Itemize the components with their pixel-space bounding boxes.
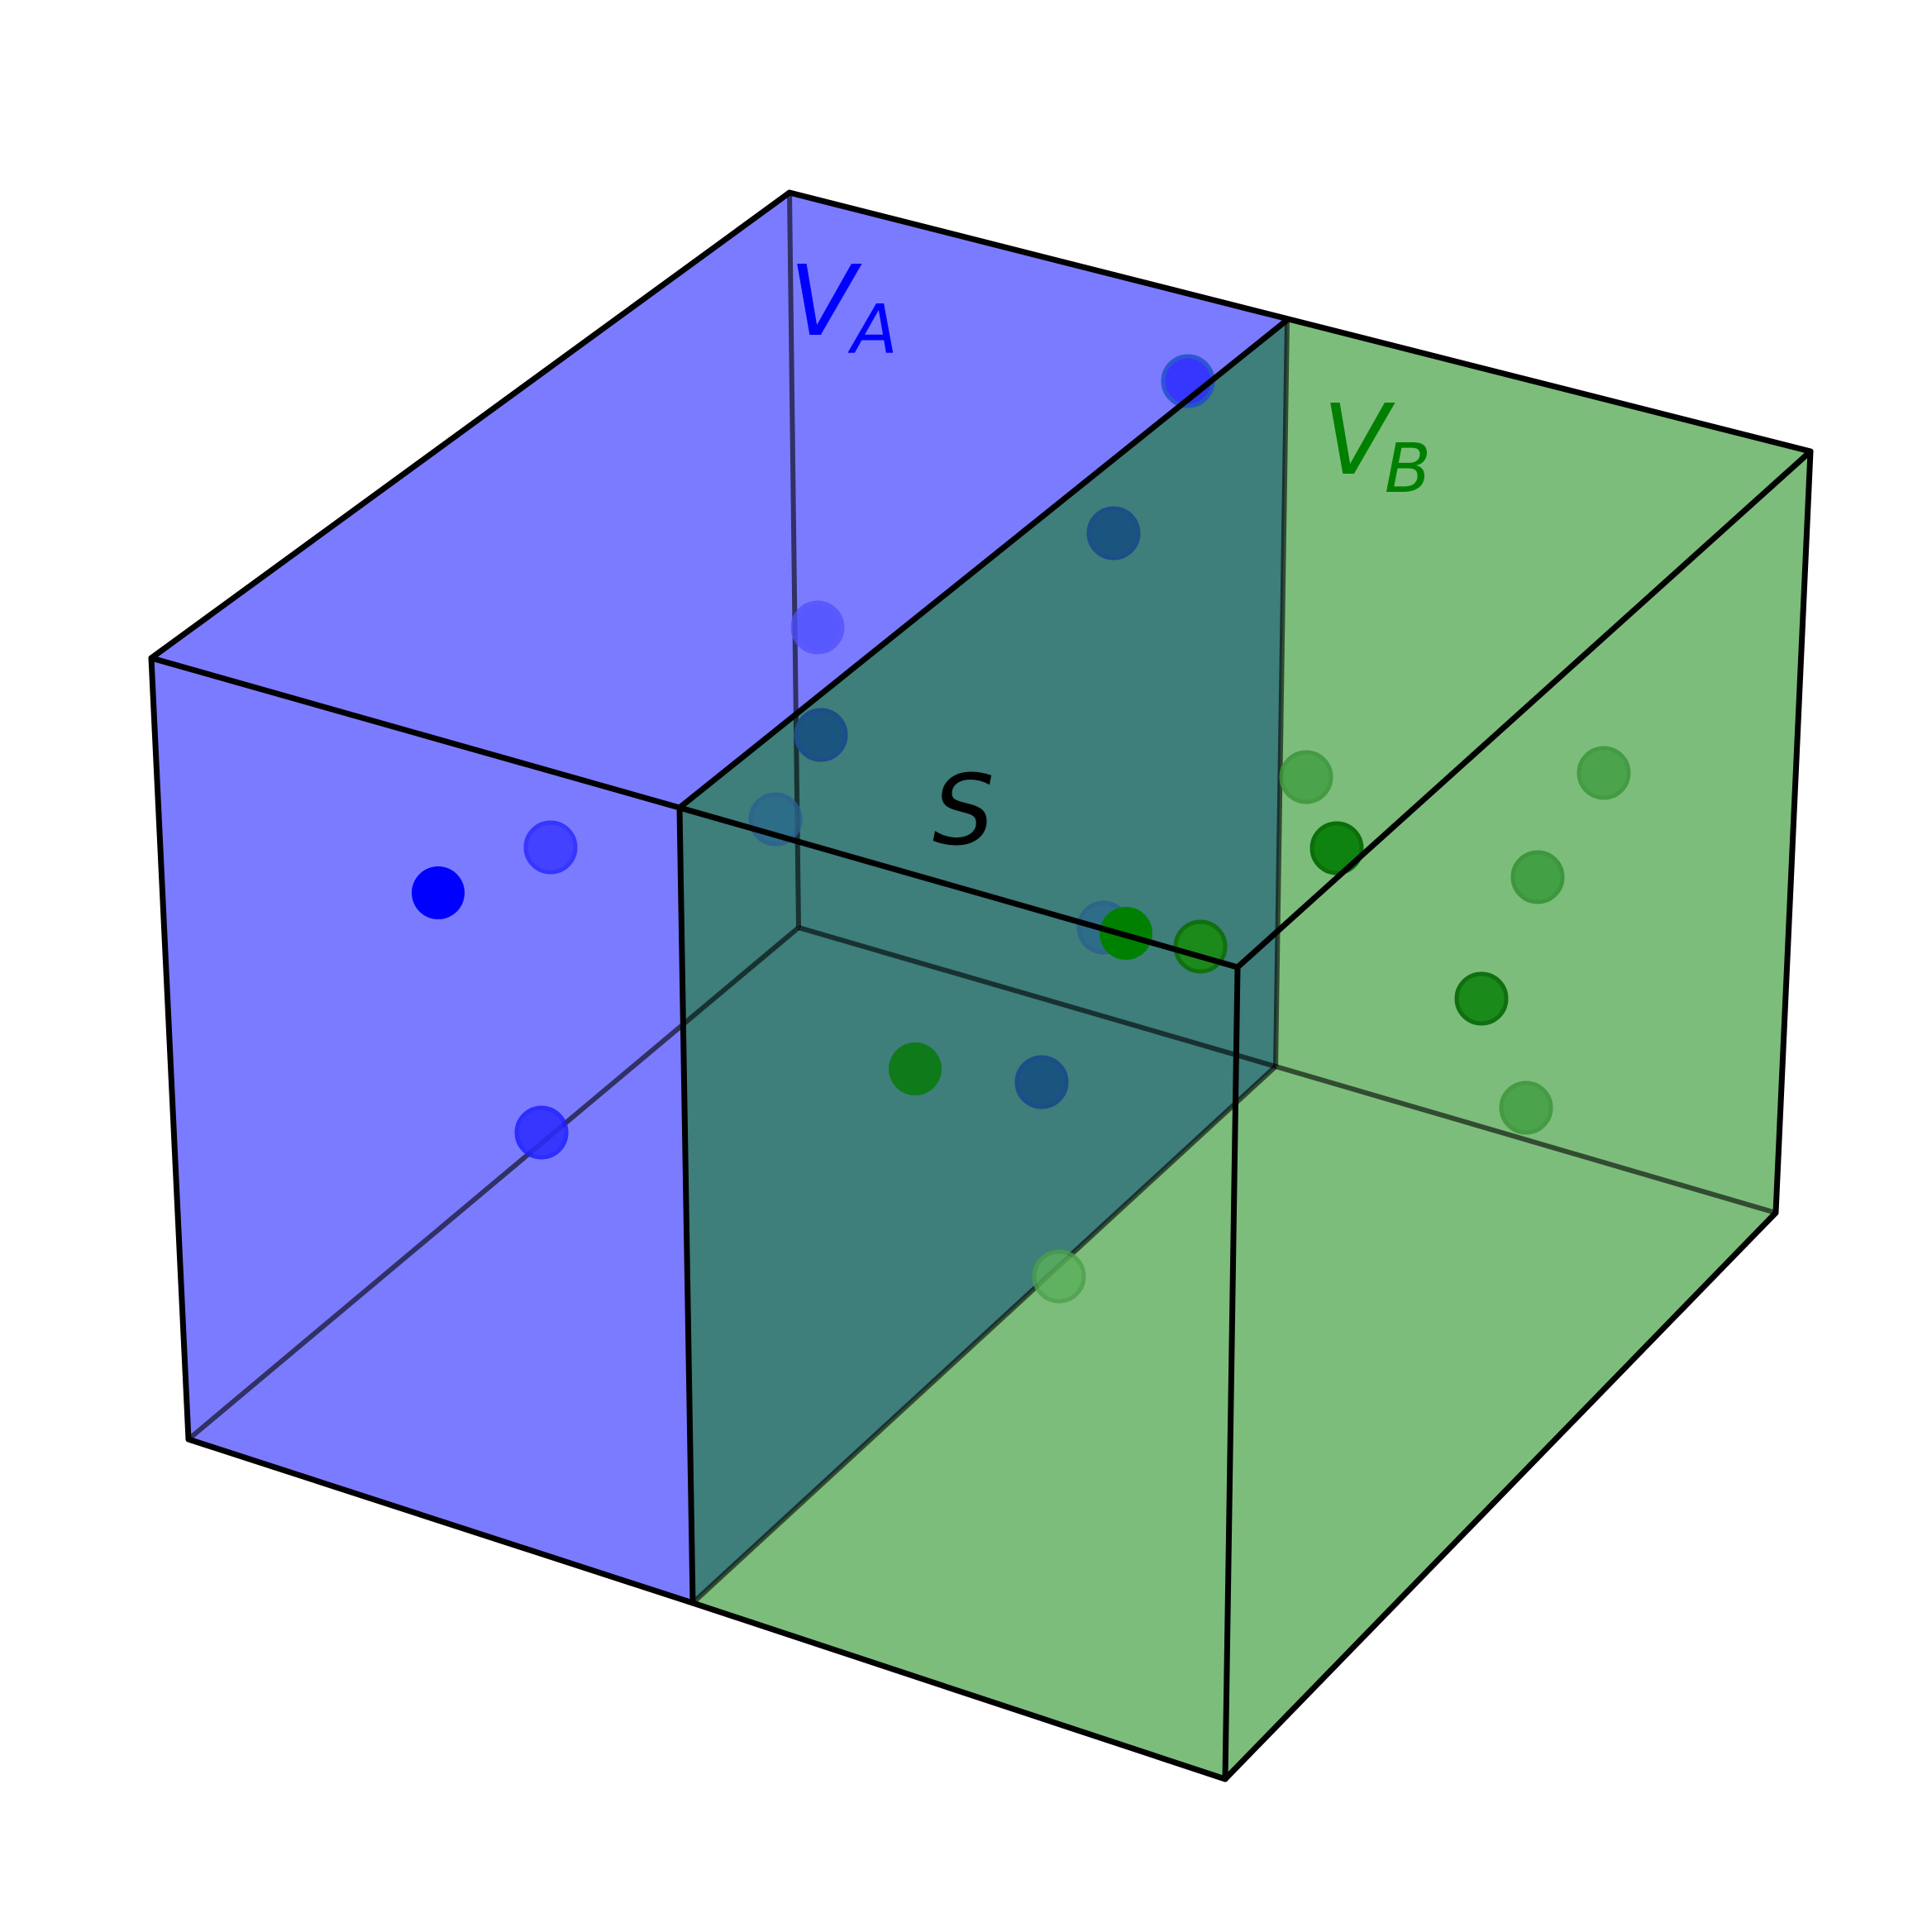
point-b bbox=[1279, 750, 1333, 804]
region-a-volume bbox=[151, 193, 1287, 1603]
region-a-top-face bbox=[151, 193, 1287, 808]
interior-points bbox=[412, 354, 1631, 1304]
point-b bbox=[1577, 746, 1631, 800]
edge-bottom-front bbox=[185, 1436, 1228, 1782]
point-a bbox=[523, 820, 578, 875]
region-b-label: VB bbox=[1323, 383, 1431, 508]
point-a bbox=[790, 600, 845, 655]
region-a-label: VA bbox=[789, 244, 898, 370]
box-top-outline bbox=[148, 189, 1814, 661]
visible-edges bbox=[148, 189, 1814, 1782]
hidden-edge bbox=[187, 925, 800, 1442]
edge-top-divider bbox=[676, 317, 1290, 811]
point-a bbox=[514, 1105, 569, 1160]
point-b bbox=[1454, 971, 1509, 1026]
point-a bbox=[412, 866, 465, 919]
point-b bbox=[1499, 1080, 1553, 1135]
hidden-edge bbox=[690, 1064, 1278, 1605]
point-b bbox=[1032, 1249, 1086, 1304]
hidden-edge bbox=[1275, 1064, 1777, 1215]
edge-bottom-right bbox=[1222, 1209, 1779, 1782]
point-a bbox=[1086, 506, 1141, 561]
hidden-edge bbox=[1273, 319, 1290, 1067]
point-b bbox=[889, 1042, 942, 1095]
edge-back-right bbox=[1772, 448, 1814, 1216]
point-b bbox=[1510, 850, 1565, 904]
edge-front-middle bbox=[676, 804, 696, 1606]
point-a bbox=[1014, 1055, 1069, 1109]
point-a bbox=[794, 708, 848, 762]
point-b bbox=[1309, 821, 1364, 875]
edge-top-right bbox=[1234, 448, 1814, 971]
edge-front-left bbox=[148, 655, 192, 1443]
dividing-surface-s bbox=[680, 320, 1287, 1603]
hidden-edges bbox=[187, 192, 1777, 1605]
hidden-edge bbox=[798, 925, 1276, 1069]
surface-label: S bbox=[933, 753, 995, 867]
region-a-front-face bbox=[151, 658, 693, 1603]
edge-front-right bbox=[1222, 964, 1241, 1782]
